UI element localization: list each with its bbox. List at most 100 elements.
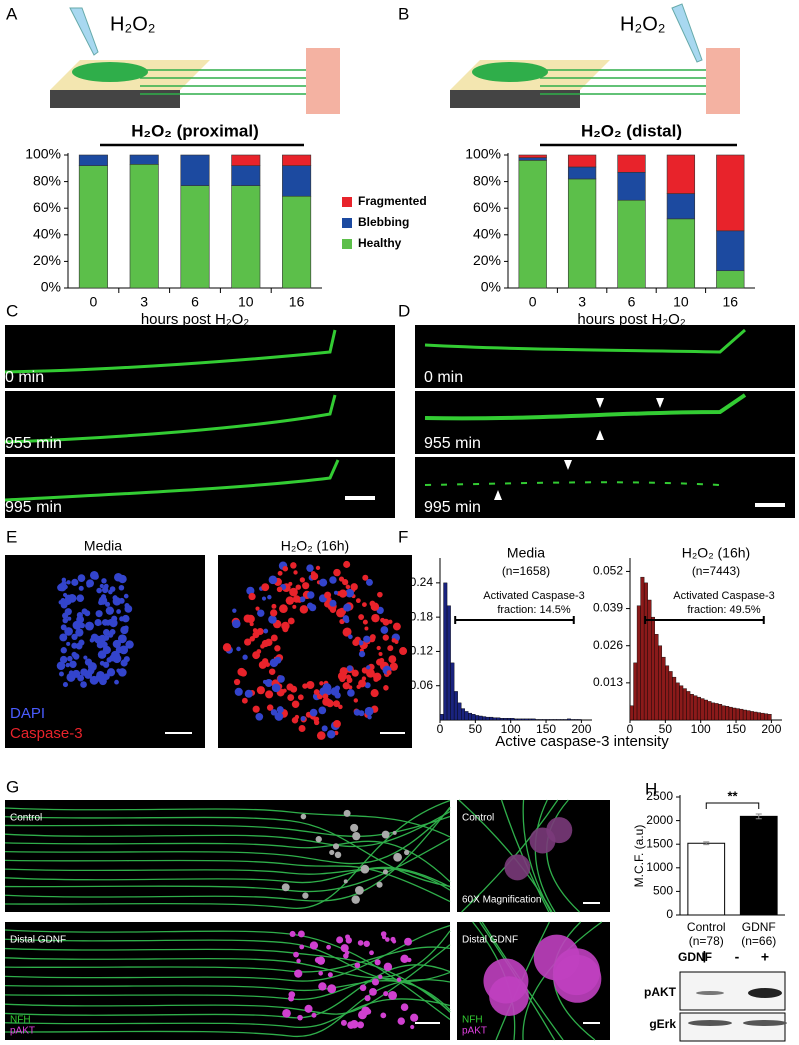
cell — [345, 588, 354, 598]
bar-segment — [567, 178, 597, 289]
histogram-bar — [485, 716, 490, 721]
bar-segment — [666, 193, 696, 220]
soma — [302, 892, 309, 899]
panel-letter: I — [702, 947, 707, 966]
error-bar — [755, 813, 762, 820]
chart-title: H₂O₂ (distal) — [581, 121, 682, 140]
x-tick-label: 0 — [90, 294, 98, 310]
soma — [343, 809, 351, 817]
cell — [370, 689, 379, 698]
axon — [4, 808, 451, 865]
histogram-bar — [700, 698, 705, 721]
cell — [287, 617, 295, 625]
soma — [327, 972, 333, 978]
y-tick-label: 0% — [41, 279, 61, 295]
histogram-bar — [457, 702, 462, 721]
cell — [101, 619, 109, 626]
y-tick-label: 0.06 — [410, 678, 434, 692]
cell — [102, 661, 110, 668]
lane-label: - — [735, 949, 740, 965]
cell — [75, 628, 84, 637]
timelapse-D: 0 min 955 min 995 min — [415, 325, 795, 518]
timepoint: 955 min — [5, 435, 62, 452]
cell — [376, 645, 381, 651]
cell — [125, 640, 134, 649]
device-diagram — [50, 48, 340, 114]
cell — [244, 689, 253, 698]
histogram-bar — [746, 710, 751, 721]
cell — [268, 615, 277, 624]
soma — [343, 953, 349, 959]
x-tick-label: 50 — [659, 722, 673, 736]
cell — [292, 595, 301, 603]
bar-segment — [716, 230, 745, 272]
y-tick-label: 0.24 — [410, 575, 434, 589]
image — [5, 457, 395, 518]
soma — [380, 931, 387, 937]
cell — [306, 680, 315, 690]
cell — [334, 692, 341, 699]
cell — [62, 617, 69, 624]
cell — [351, 669, 359, 677]
cell — [321, 725, 328, 732]
annotation: fraction: 49.5% — [687, 604, 761, 616]
cell — [271, 603, 277, 609]
cell — [109, 618, 118, 628]
x-tick-label: 0 — [437, 722, 444, 736]
histogram-bar — [577, 719, 582, 721]
histogram-bar — [633, 662, 638, 721]
cell — [270, 634, 278, 642]
histogram-bar — [517, 718, 522, 721]
cell — [358, 614, 365, 620]
cell — [232, 619, 241, 629]
soma — [404, 937, 412, 946]
cell — [108, 589, 113, 595]
cell — [241, 697, 248, 704]
histogram-bar — [735, 708, 740, 721]
axon — [424, 328, 746, 354]
soma — [326, 944, 331, 950]
histogram-bar — [521, 718, 526, 721]
cell — [292, 604, 297, 609]
image — [5, 325, 395, 388]
cell — [318, 706, 327, 715]
cell — [343, 603, 352, 612]
cell — [83, 655, 88, 660]
cell — [387, 645, 394, 652]
cell — [319, 681, 324, 686]
cell — [353, 698, 359, 703]
soma — [297, 1014, 303, 1021]
axon — [4, 867, 451, 891]
soma — [294, 969, 303, 978]
soma — [296, 958, 301, 964]
cell — [62, 682, 69, 688]
histogram-bar — [654, 634, 659, 721]
x-axis-label: hours post H₂O₂ — [577, 311, 686, 328]
cell — [282, 626, 289, 633]
cell — [369, 634, 376, 641]
cell — [114, 679, 119, 685]
cell — [345, 584, 351, 590]
cell — [329, 606, 337, 613]
cell — [77, 574, 86, 582]
cell — [252, 628, 258, 633]
bar-segment — [78, 165, 108, 289]
cell — [64, 597, 72, 606]
cell — [338, 589, 348, 598]
cell — [392, 622, 401, 631]
y-tick-label: 0.013 — [593, 675, 623, 689]
cell — [56, 661, 66, 671]
y-tick-label: 40% — [473, 226, 501, 242]
bracket — [454, 616, 575, 624]
cell — [369, 600, 376, 607]
bar-segment — [617, 154, 646, 173]
cell — [300, 716, 306, 722]
image-title: Media — [84, 538, 122, 554]
image — [415, 457, 795, 518]
cell — [261, 596, 267, 601]
y-tick-label: 0% — [481, 279, 501, 295]
arrowhead — [564, 460, 572, 470]
histogram-bar — [563, 719, 568, 721]
axon — [4, 329, 337, 374]
